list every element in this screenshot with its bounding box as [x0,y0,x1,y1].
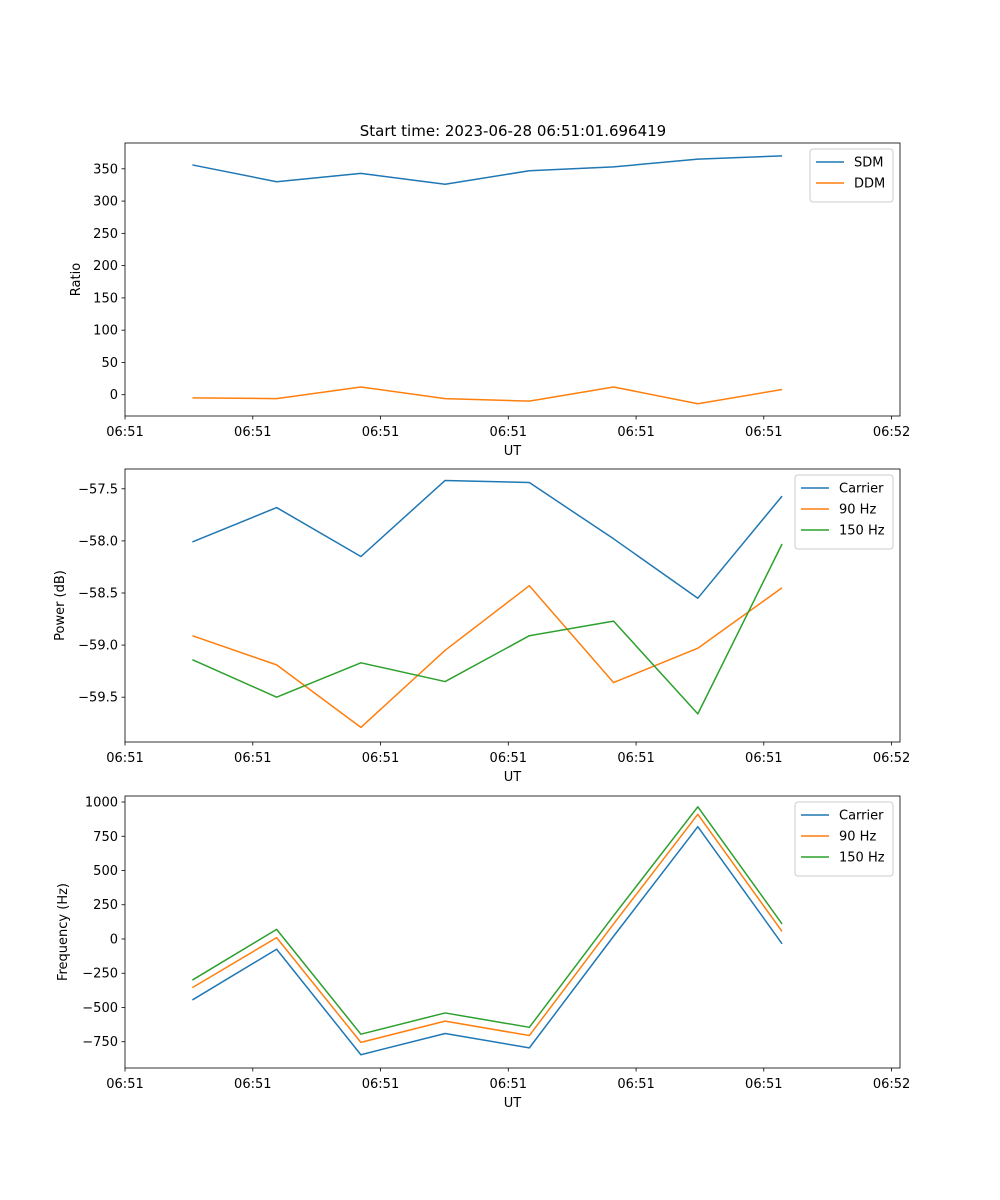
x-tick-label: 06:51 [362,751,399,766]
x-tick-label: 06:51 [617,425,654,440]
series-line-carrier-panel-3 [192,825,783,1056]
series-line-sdm-panel-1 [192,155,783,186]
legend-label: SDM [854,156,883,171]
x-tick-label: 06:51 [234,1077,271,1092]
legend-label: 150 Hz [839,524,885,539]
legend-label: 90 Hz [839,503,876,518]
legend-label: Carrier [839,809,884,824]
x-axis-label: UT [504,1096,522,1111]
y-tick-label: 350 [93,162,118,177]
y-tick-label: 100 [93,324,118,339]
y-axis-label: Ratio [69,263,84,296]
legend-label: DDM [854,177,885,192]
x-tick-label: 06:51 [234,425,271,440]
x-tick-label: 06:51 [362,425,399,440]
chart-title: Start time: 2023-06-28 06:51:01.696419 [360,122,666,140]
x-tick-label: 06:52 [873,425,910,440]
y-tick-label: 750 [93,830,118,845]
y-tick-label: 150 [93,291,118,306]
x-tick-label: 06:51 [362,1077,399,1092]
y-tick-label: 50 [101,356,118,371]
series-line-90-hz-panel-3 [192,813,783,1044]
y-tick-label: 500 [93,864,118,879]
x-tick-label: 06:51 [106,425,143,440]
x-tick-label: 06:51 [490,425,527,440]
y-tick-label: −58.5 [78,586,118,601]
x-tick-label: 06:51 [745,425,782,440]
y-tick-label: −57.5 [78,482,118,497]
series-line-150-hz-panel-2 [192,543,783,715]
axes-frame-panel-3 [124,795,901,1069]
x-tick-label: 06:51 [490,1077,527,1092]
x-tick-label: 06:52 [873,751,910,766]
y-tick-label: 1000 [85,796,118,811]
y-tick-label: 250 [93,227,118,242]
y-tick-label: −59.0 [78,639,118,654]
x-tick-label: 06:51 [490,751,527,766]
x-tick-label: 06:51 [106,1077,143,1092]
legend-label: 90 Hz [839,830,876,845]
x-tick-label: 06:51 [617,751,654,766]
legend-label: 150 Hz [839,851,885,866]
y-tick-label: −500 [82,1001,118,1016]
series-line-150-hz-panel-3 [192,806,783,1035]
y-tick-label: −250 [82,967,118,982]
y-tick-label: 250 [93,898,118,913]
legend-label: Carrier [839,482,884,497]
axes-frame-panel-2 [124,468,901,743]
axes-frame-panel-1 [124,142,901,417]
series-line-90-hz-panel-2 [192,584,783,729]
y-tick-label: −58.0 [78,534,118,549]
y-tick-label: 0 [110,388,118,403]
y-tick-label: 300 [93,195,118,210]
x-tick-label: 06:52 [873,1077,910,1092]
x-tick-label: 06:51 [106,751,143,766]
series-line-ddm-panel-1 [192,386,783,405]
x-tick-label: 06:51 [234,751,271,766]
y-tick-label: 0 [110,932,118,947]
y-tick-label: −59.5 [78,691,118,706]
y-axis-label: Power (dB) [53,570,68,641]
y-tick-label: 200 [93,259,118,274]
x-tick-label: 06:51 [617,1077,654,1092]
y-tick-label: −750 [82,1035,118,1050]
x-axis-label: UT [504,770,522,785]
x-tick-label: 06:51 [745,1077,782,1092]
y-axis-label: Frequency (Hz) [56,883,71,981]
series-line-carrier-panel-2 [192,479,783,599]
x-axis-label: UT [504,444,522,459]
x-tick-label: 06:51 [745,751,782,766]
